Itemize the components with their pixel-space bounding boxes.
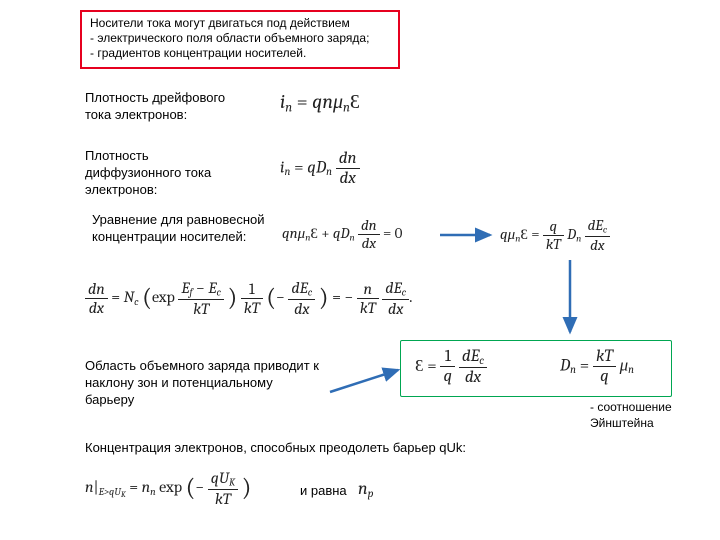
slide: Носители тока могут двигаться под действ… [0, 0, 720, 540]
arrow-right [0, 0, 720, 540]
